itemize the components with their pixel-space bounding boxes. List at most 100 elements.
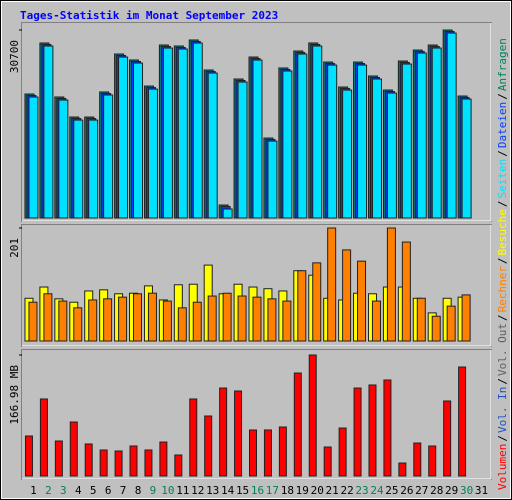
bar [28, 301, 38, 342]
bar [103, 94, 114, 219]
bar [308, 354, 317, 477]
bar [204, 415, 213, 477]
bar [58, 300, 68, 342]
bar [446, 32, 457, 219]
bar [416, 297, 426, 342]
x-tick-label: 19 [296, 484, 309, 497]
x-tick-label: 3 [60, 484, 67, 497]
bar [431, 315, 441, 342]
bar [383, 379, 392, 477]
x-tick-label: 7 [120, 484, 127, 497]
legend-item: Besuche [496, 209, 509, 255]
bar [312, 45, 323, 219]
x-tick-label: 8 [135, 484, 142, 497]
bar [267, 298, 277, 342]
legend-separator: / [496, 378, 509, 385]
bar [54, 440, 63, 477]
bar [189, 398, 198, 477]
bar [159, 441, 168, 477]
x-tick-label: 10 [161, 484, 174, 497]
y-tick-label: 30700 [8, 40, 21, 73]
bar [401, 63, 412, 219]
legend-item: Vol. In [496, 387, 509, 433]
bar [371, 78, 382, 219]
bar [293, 372, 302, 477]
bar [368, 384, 377, 477]
bar [118, 296, 128, 342]
legend-separator: / [496, 150, 509, 157]
bar [162, 300, 172, 342]
x-tick-label: 31 [475, 484, 488, 497]
bar [252, 296, 262, 342]
bar [278, 426, 287, 477]
bar [73, 119, 84, 219]
bar [234, 390, 243, 477]
bar [222, 292, 232, 342]
bar [69, 421, 78, 477]
bar [144, 449, 153, 477]
bar [147, 292, 157, 342]
bar [357, 64, 368, 219]
bar [88, 119, 99, 219]
x-tick-label: 26 [400, 484, 413, 497]
bar [88, 299, 98, 342]
x-tick-label: 21 [326, 484, 339, 497]
bar [103, 298, 113, 342]
legend-separator: / [496, 93, 509, 100]
bar [353, 387, 362, 477]
bar [237, 295, 247, 342]
x-tick-label: 24 [370, 484, 384, 497]
x-tick-label: 23 [355, 484, 368, 497]
x-tick-label: 1 [30, 484, 37, 497]
bar [398, 462, 407, 477]
bar [461, 294, 471, 342]
x-tick-label: 11 [176, 484, 189, 497]
bar [252, 59, 263, 219]
x-tick-label: 14 [221, 484, 235, 497]
x-tick-label: 6 [105, 484, 112, 497]
bar [357, 260, 367, 342]
x-tick-label: 27 [415, 484, 428, 497]
bar [133, 62, 144, 219]
bar [133, 293, 143, 342]
bar [207, 295, 217, 342]
bar [28, 96, 39, 219]
legend: Volumen / Vol. In / Vol. Out / Rechner / Besuche… [496, 38, 509, 490]
x-tick-label: 15 [236, 484, 249, 497]
bar [431, 47, 442, 219]
bar [458, 366, 467, 477]
bar [129, 445, 138, 477]
bar [192, 42, 203, 219]
bar [312, 262, 322, 342]
legend-separator: / [496, 200, 509, 207]
bar [177, 307, 187, 342]
legend-item: Volumen [496, 444, 509, 490]
y-tick-label: 201 [8, 238, 21, 258]
legend-item: Vol. Out [496, 323, 509, 376]
bar [249, 429, 257, 477]
bar [219, 387, 228, 477]
bar [401, 241, 411, 342]
bar [386, 92, 397, 219]
chart-title: Tages-Statistik im Monat September 2023 [20, 9, 278, 22]
bar [39, 398, 48, 477]
x-tick-label: 17 [266, 484, 279, 497]
bar [461, 98, 472, 219]
bar [327, 227, 337, 342]
bar [386, 227, 396, 342]
x-tick-label: 29 [445, 484, 458, 497]
x-tick-label: 12 [191, 484, 204, 497]
bar [297, 270, 307, 342]
bar [428, 445, 437, 477]
bar [342, 89, 353, 219]
x-tick-label: 5 [90, 484, 97, 497]
x-tick-label: 18 [281, 484, 294, 497]
bar [114, 450, 123, 477]
bar [222, 208, 233, 219]
bar [118, 56, 129, 219]
legend-item: Rechner [496, 266, 509, 313]
bar [84, 443, 93, 477]
legend-item: Dateien [496, 102, 509, 148]
